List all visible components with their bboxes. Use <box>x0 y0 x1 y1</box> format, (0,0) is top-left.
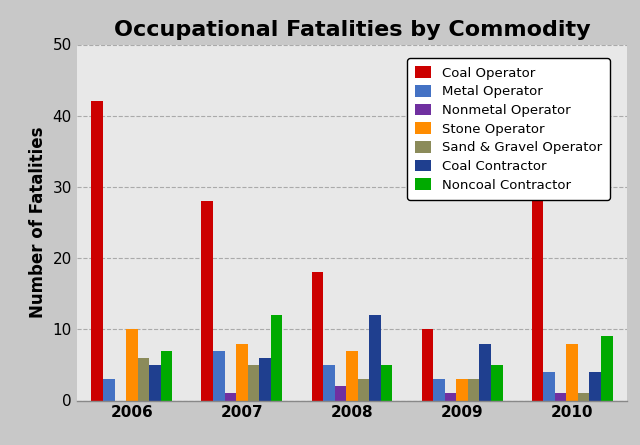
Bar <box>126 329 138 400</box>
Bar <box>532 87 543 400</box>
Bar <box>335 386 346 400</box>
Bar <box>601 336 612 400</box>
Bar <box>92 101 103 400</box>
Bar <box>346 351 358 400</box>
Bar <box>161 351 172 400</box>
Bar <box>312 272 323 400</box>
Bar <box>456 379 468 400</box>
Bar <box>369 315 381 400</box>
Bar <box>248 365 259 400</box>
Bar <box>236 344 248 400</box>
Bar <box>433 379 445 400</box>
Bar <box>103 379 115 400</box>
Legend: Coal Operator, Metal Operator, Nonmetal Operator, Stone Operator, Sand & Gravel : Coal Operator, Metal Operator, Nonmetal … <box>407 58 609 200</box>
Bar <box>225 393 236 400</box>
Bar <box>358 379 369 400</box>
Bar <box>468 379 479 400</box>
Title: Occupational Fatalities by Commodity: Occupational Fatalities by Commodity <box>114 20 590 40</box>
Bar <box>445 393 456 400</box>
Bar <box>479 344 491 400</box>
Bar <box>149 365 161 400</box>
Bar <box>271 315 282 400</box>
Bar <box>566 344 578 400</box>
Y-axis label: Number of Fatalities: Number of Fatalities <box>29 127 47 318</box>
Bar <box>589 372 601 400</box>
Bar <box>138 358 149 400</box>
Bar <box>543 372 555 400</box>
Bar <box>323 365 335 400</box>
Bar <box>381 365 392 400</box>
Bar <box>213 351 225 400</box>
Bar <box>555 393 566 400</box>
Bar <box>259 358 271 400</box>
Bar <box>578 393 589 400</box>
Bar <box>491 365 502 400</box>
Bar <box>422 329 433 400</box>
Bar <box>202 201 213 400</box>
